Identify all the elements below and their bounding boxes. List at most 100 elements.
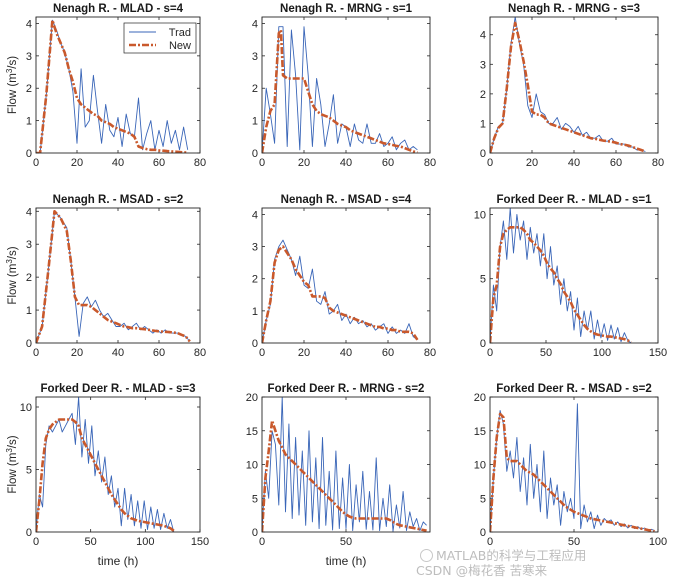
x-tick-label: 80 [194,347,206,359]
y-tick-label: 3 [252,242,258,254]
legend-new-label: New [169,40,191,52]
y-tick-label: 4 [252,209,258,221]
wechat-icon [420,549,433,562]
x-tick-label: 0 [487,157,493,169]
y-tick-label: 0 [252,527,258,539]
subplot-title: Nenagh R. - MSAD - s=4 [281,194,412,206]
subplot-4: 0 20 40 60 80 0 1 2 3 4 Nenagh R. - MSAD - s=2 Flow… [5,194,207,359]
axes-frame [261,396,431,533]
series-new-line [36,18,188,153]
x-tick-label: 60 [153,347,165,359]
series-new-line [262,245,419,343]
x-tick-label: 100 [649,536,667,548]
y-axis-label: Flow (m3/s) [5,246,20,304]
y-axis-label-sup: 3 [5,68,14,73]
y-axis-label: Flow (m3/s) [5,56,20,114]
subplot-title: Nenagh R. - MRNG - s=3 [508,3,640,15]
y-tick-label: 4 [480,30,486,42]
x-tick-label: 20 [298,157,310,169]
x-tick-label: 150 [191,536,209,548]
x-tick-label: 0 [259,157,265,169]
series-trad-line [490,17,646,153]
y-tick-label: 1 [26,305,32,317]
subplot-title: Forked Deer R. - MLAD - s=3 [41,383,196,395]
series-new-line [262,419,427,532]
subplot-8: 0 50 0 5 10 15 20 Forked Deer R. - MRNG - s=2 ti… [246,383,431,568]
y-tick-label: 4 [26,206,32,218]
y-tick-label: 4 [252,18,258,30]
y-tick-label: 1 [252,306,258,318]
y-tick-label: 20 [246,392,258,404]
x-tick-label: 40 [340,347,352,359]
x-tick-label: 40 [112,347,124,359]
y-tick-label: 3 [26,51,32,63]
y-tick-label: 0 [26,527,32,539]
subplot-title: Forked Deer R. - MLAD - s=1 [497,194,653,206]
y-axis-label-sup: 3 [5,259,14,264]
subplot-7: 0 50 100 150 0 5 10 Forked Deer R. - MLAD - s=3… [5,383,210,568]
x-tick-label: 80 [194,157,206,169]
y-tick-label: 10 [246,460,258,472]
plot-area [490,17,658,153]
plot-area [490,208,658,343]
x-tick-label: 50 [568,536,580,548]
axes-frame [35,16,201,154]
y-tick-label: 0 [252,148,258,160]
y-tick-label: 3 [480,59,486,71]
y-tick-label: 5 [26,465,32,477]
x-tick-label: 60 [610,157,622,169]
plot-area [262,208,430,343]
series-new-line [262,28,418,153]
y-tick-label: 2 [26,272,32,284]
x-axis-label: time (h) [326,554,367,568]
y-axis-label-tail: /s) [7,246,19,259]
x-axis-label: time (h) [98,554,139,568]
x-tick-label: 0 [259,536,265,548]
x-tick-label: 60 [382,347,394,359]
subplot-title: Nenagh R. - MLAD - s=4 [53,3,184,15]
x-tick-label: 50 [340,536,352,548]
y-tick-label: 1 [26,116,32,128]
x-tick-label: 0 [33,157,39,169]
subplot-5: 0 20 40 60 80 0 1 2 3 4 Nenagh R. - MSAD - s=4 [252,194,436,359]
legend-trad-label: Trad [169,27,191,39]
x-tick-label: 20 [298,347,310,359]
axes-frame [489,396,659,533]
y-tick-label: 3 [26,239,32,251]
y-tick-label: 0 [252,338,258,350]
y-tick-label: 2 [26,83,32,95]
plot-area [36,397,200,532]
subplot-title: Nenagh R. - MSAD - s=2 [53,194,184,206]
x-tick-label: 40 [568,157,580,169]
y-tick-label: 5 [480,274,486,286]
y-tick-label: 1 [252,116,258,128]
legend-box [123,22,197,54]
subplot-1: 0 20 40 60 80 0 1 2 3 4 Nenagh R. - MLAD - s=4 Flow… [5,3,207,169]
watermark-line2: CSDN @梅花香 苦寒来 [416,563,548,578]
y-tick-label: 0 [480,148,486,160]
x-tick-label: 40 [340,157,352,169]
x-tick-label: 80 [424,347,436,359]
y-tick-label: 5 [480,493,486,505]
series-new-line [490,412,655,532]
y-tick-label: 0 [480,338,486,350]
x-tick-label: 150 [649,347,667,359]
x-tick-label: 50 [85,536,97,548]
series-new-line [36,418,175,532]
subplot-title: Forked Deer R. - MSAD - s=2 [496,383,652,395]
subplot-2: 0 20 40 60 80 0 1 2 3 4 Nenagh R. - MRNG - s=1 [252,3,436,169]
axes-frame [489,207,659,344]
y-tick-label: 5 [252,493,258,505]
y-tick-label: 0 [26,338,32,350]
x-tick-label: 40 [112,157,124,169]
subplot-title: Nenagh R. - MRNG - s=1 [280,3,413,15]
y-tick-label: 10 [474,209,486,221]
watermark: MATLAB的科学与工程应用 CSDN @梅花香 苦寒来 [416,548,678,578]
axes-frame [261,207,431,344]
x-tick-label: 0 [487,536,493,548]
x-tick-label: 0 [487,347,493,359]
x-tick-label: 20 [71,347,83,359]
series-new-line [490,21,646,153]
